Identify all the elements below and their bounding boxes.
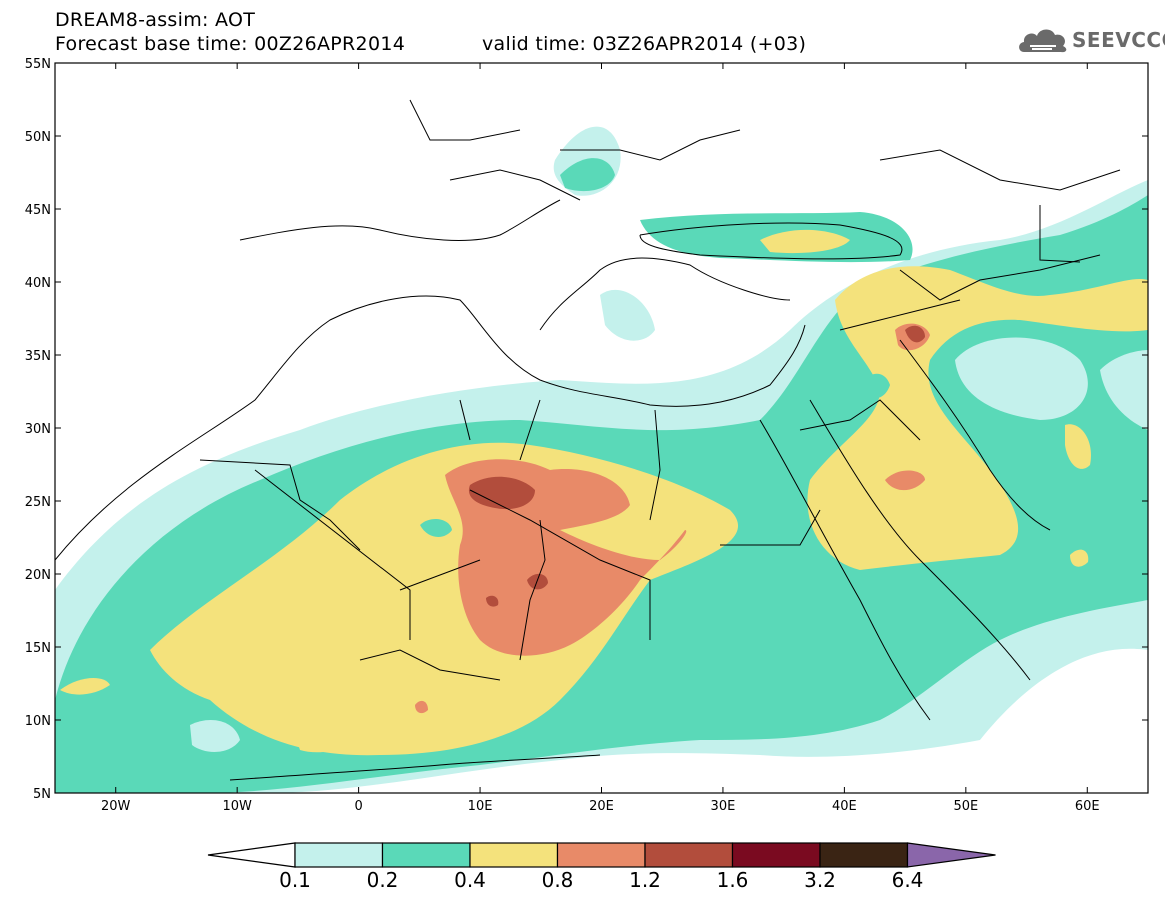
seevccc-logo: SEEVCCC [1016, 22, 1165, 56]
border [399, 559, 481, 591]
lat-tick-label: 5N [33, 787, 51, 802]
colorbar-label: 0.4 [454, 868, 486, 892]
border [254, 469, 411, 640]
aot-region-0.8 [885, 470, 925, 491]
border [459, 399, 471, 441]
aot-region-0.1 [955, 337, 1088, 420]
latitude-axis: 55N 50N 45N 40N 35N 30N 25N 20N 15N 10N 5N [25, 57, 1148, 802]
lon-tick-label: 10W [222, 799, 252, 814]
lon-tick-label: 60E [1075, 799, 1100, 814]
logo-text: SEEVCCC [1072, 28, 1165, 52]
coastline [239, 199, 561, 241]
lat-tick-label: 25N [25, 495, 51, 510]
border [839, 299, 961, 331]
aot-region-0.8 [415, 700, 428, 714]
aot-region-0.4 [760, 229, 850, 254]
aot-region-0.1 [600, 289, 655, 341]
lat-tick-label: 20N [25, 568, 51, 583]
aot-region-0.2 [560, 158, 615, 192]
lon-tick-label: 0 [354, 799, 362, 814]
coastline [759, 419, 931, 721]
aot-region-0.4 [1070, 549, 1089, 567]
coastline [539, 257, 791, 331]
lat-tick-label: 10N [25, 714, 51, 729]
border [899, 254, 1101, 301]
colorbar-cell [731, 842, 821, 868]
border [359, 649, 501, 681]
colorbar-label: 1.6 [717, 868, 749, 892]
coastline [639, 222, 903, 260]
lon-tick-label: 50E [953, 799, 978, 814]
border [799, 399, 921, 441]
longitude-axis: 20W 10W 0 10E 20E 30E 40E 50E 60E [101, 63, 1100, 814]
lat-tick-label: 15N [25, 641, 51, 656]
colorbar-label: 6.4 [892, 868, 924, 892]
lon-tick-label: 30E [711, 799, 736, 814]
border [519, 519, 546, 661]
lat-tick-label: 30N [25, 422, 51, 437]
lon-tick-label: 20E [589, 799, 614, 814]
lat-tick-label: 45N [25, 203, 51, 218]
aot-region-0.1 [1100, 350, 1148, 430]
colorbar-label: 0.1 [279, 868, 311, 892]
colorbar-cell [556, 842, 646, 868]
lat-tick-label: 55N [25, 57, 51, 72]
aot-region-1.2 [468, 476, 535, 510]
colorbar-cell [819, 842, 909, 868]
aot-region-0.4 [807, 266, 1148, 570]
aot-contour-fill [55, 126, 1148, 793]
coastline [899, 339, 1051, 531]
border [519, 399, 541, 461]
colorbar-label: 1.2 [629, 868, 661, 892]
aot-region-0.2 [860, 373, 890, 399]
coastline [809, 399, 1031, 681]
colorbar-max-arrow [906, 842, 996, 868]
lat-tick-label: 40N [25, 276, 51, 291]
aot-region-0.4 [1065, 424, 1091, 469]
lat-tick-label: 50N [25, 130, 51, 145]
colorbar-cell [294, 842, 384, 868]
country-borders [55, 99, 1121, 781]
valid-time: valid time: 03Z26APR2014 (+03) [482, 33, 807, 55]
colorbar-label: 0.2 [367, 868, 399, 892]
lon-tick-label: 40E [832, 799, 857, 814]
colorbar-cell [381, 842, 471, 868]
aot-region-0.2 [420, 518, 452, 537]
lon-tick-label: 20W [101, 799, 131, 814]
border [720, 509, 821, 546]
aot-region-1.2 [527, 573, 548, 590]
border [449, 169, 581, 201]
aot-region-1.2 [905, 325, 925, 343]
border [199, 459, 361, 551]
aot-region-1.2 [486, 595, 499, 607]
colorbar-label: 3.2 [804, 868, 836, 892]
border [649, 409, 661, 521]
cloud-logo-icon [1019, 29, 1067, 53]
forecast-base-time: Forecast base time: 00Z26APR2014 [55, 33, 406, 55]
border [879, 149, 1121, 191]
colorbar-min-arrow [207, 842, 296, 868]
coastline [55, 295, 806, 561]
coastline [229, 754, 601, 781]
aot-region-0.4 [60, 678, 110, 695]
border [469, 489, 651, 640]
lat-tick-label: 35N [25, 349, 51, 364]
colorbar-cell [469, 842, 559, 868]
border [1039, 205, 1081, 263]
aot-region-0.4 [295, 721, 355, 753]
colorbar-label: 0.8 [542, 868, 574, 892]
aot-region-0.1 [190, 720, 240, 752]
border [560, 129, 741, 161]
colorbar-cell [644, 842, 734, 868]
lon-tick-label: 10E [468, 799, 493, 814]
border [409, 99, 521, 141]
map-title: DREAM8-assim: AOT [55, 9, 256, 31]
